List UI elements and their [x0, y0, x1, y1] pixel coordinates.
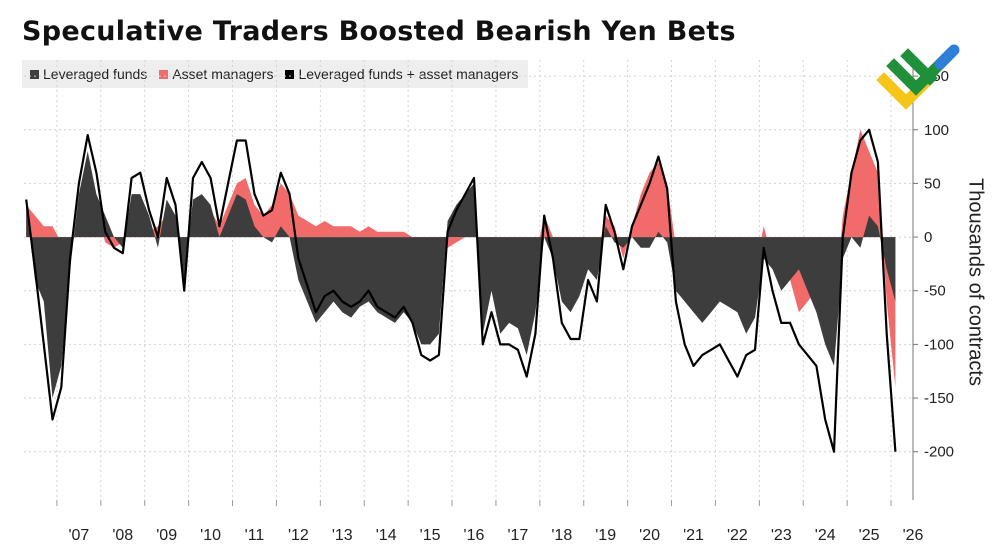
x-tick-label: '07 — [68, 527, 89, 544]
x-tick-label: '16 — [464, 527, 485, 544]
x-tick-label: '20 — [639, 527, 660, 544]
legend-label-asset-managers: Asset managers — [172, 66, 274, 82]
x-tick-label: '14 — [376, 527, 397, 544]
legend-swatch-leveraged-funds — [30, 69, 39, 79]
x-tick-label: '23 — [771, 527, 792, 544]
x-tick-label: '24 — [815, 527, 836, 544]
series-area-leveraged-funds — [26, 151, 896, 398]
series-area-asset-managers — [26, 129, 896, 388]
x-tick-label: '09 — [156, 527, 177, 544]
chart-legend: Leveraged funds Asset managers Leveraged… — [22, 60, 529, 88]
legend-swatch-asset-managers — [159, 69, 169, 79]
y-tick-label: 100 — [924, 122, 949, 139]
legend-item-asset-managers: Asset managers — [159, 66, 273, 82]
chart-title: Speculative Traders Boosted Bearish Yen … — [22, 16, 736, 47]
series-line-combined — [25, 128, 897, 453]
y-tick-label: -200 — [924, 444, 954, 461]
x-tick-label: '11 — [245, 527, 265, 544]
x-tick-label: '25 — [859, 527, 880, 544]
x-tick-label: '26 — [903, 527, 924, 544]
legend-item-leveraged-funds: Leveraged funds — [30, 66, 147, 82]
brand-logo — [870, 38, 965, 133]
x-tick-label: '13 — [332, 527, 353, 544]
x-tick-label: '22 — [727, 527, 748, 544]
legend-item-combined: Leveraged funds + asset managers — [285, 66, 518, 82]
y-tick-label: -50 — [924, 283, 946, 300]
logo-icon — [876, 44, 960, 110]
x-tick-label: '12 — [288, 527, 309, 544]
x-tick-label: '10 — [200, 527, 221, 544]
y-tick-label: 50 — [924, 175, 941, 192]
legend-label-leveraged-funds: Leveraged funds — [43, 66, 148, 82]
y-tick-label: 0 — [924, 229, 932, 246]
legend-label-combined: Leveraged funds + asset managers — [298, 66, 519, 82]
x-tick-label: '08 — [112, 527, 133, 544]
y-axis-label: Thousands of contracts — [964, 178, 987, 386]
x-tick-label: '19 — [595, 527, 616, 544]
x-tick-label: '15 — [420, 527, 441, 544]
y-tick-label: -150 — [924, 390, 954, 407]
series-layer — [25, 128, 897, 453]
x-tick-label: '17 — [507, 527, 528, 544]
y-tick-label: -100 — [924, 336, 954, 353]
x-tick-label: '18 — [551, 527, 572, 544]
legend-swatch-combined — [285, 69, 295, 79]
x-tick-label: '21 — [683, 527, 704, 544]
